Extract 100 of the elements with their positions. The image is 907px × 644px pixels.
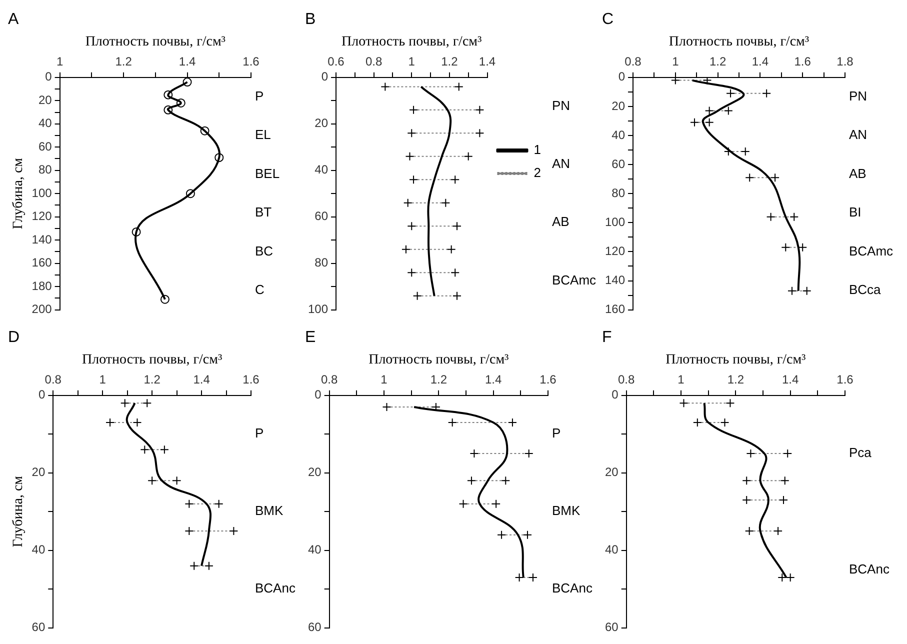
text: BT [255, 204, 272, 220]
x-tick-label: 1.6 [794, 54, 812, 69]
text: P [255, 88, 264, 104]
text: BCAmc [849, 243, 894, 258]
y-tick-label: 0 [45, 70, 52, 84]
x-tick-label: 1.6 [540, 372, 557, 387]
legend-label: 1 [534, 142, 541, 158]
y-tick-label: 20 [612, 98, 626, 113]
point [164, 90, 173, 100]
point [132, 227, 141, 236]
chart-title: B [305, 11, 316, 28]
text: AN [552, 156, 570, 172]
chart-title: E [305, 329, 316, 346]
x-tick-label: 0.8 [365, 54, 382, 69]
point [182, 78, 192, 87]
point [164, 105, 173, 114]
y-tick-label: 140 [604, 273, 626, 288]
text: BMK [255, 503, 284, 518]
point [176, 98, 186, 108]
legend-label: 2 [534, 165, 541, 180]
text: C [255, 282, 264, 298]
x-tick-label: 1.4 [193, 372, 210, 387]
text: BCca [849, 282, 882, 298]
chart-title: C [602, 11, 614, 28]
y-tick-label: 40 [612, 128, 626, 142]
y-tick-label: 60 [612, 156, 626, 171]
x-tick-label: 1.6 [836, 372, 854, 387]
y-tick-label: 100 [604, 214, 626, 229]
y-tick-label: 80 [314, 256, 328, 270]
point [200, 126, 210, 136]
x-tick-label: 1.2 [144, 372, 161, 387]
y-tick-label: 60 [314, 209, 328, 224]
x-tick-label: 1.4 [484, 372, 502, 387]
text: EL [255, 127, 271, 142]
y-tick-label: 20 [604, 465, 619, 480]
x-axis-title: Плотность почвы, г/см³ [342, 34, 482, 50]
x-tick-label: 1 [99, 372, 106, 387]
y-tick-label: 40 [604, 542, 619, 557]
y-tick-label: 100 [308, 302, 328, 316]
y-axis-title: Глубина, см [11, 476, 26, 548]
y-tick-label: 140 [32, 232, 52, 246]
y-tick-label: 20 [38, 92, 52, 107]
x-tick-label: 1 [56, 54, 64, 69]
x-tick-label: 0.6 [328, 54, 345, 69]
x-tick-label: 1.6 [242, 372, 260, 387]
y-tick-label: 160 [32, 256, 52, 270]
y-tick-label: 40 [308, 542, 322, 557]
x-tick-label: 1.2 [115, 54, 132, 69]
y-tick-label: 80 [38, 162, 52, 177]
x-tick-label: 1.4 [178, 54, 196, 69]
y-tick-label: 0 [612, 388, 619, 402]
y-tick-label: 40 [314, 162, 328, 177]
x-tick-label: 1 [672, 54, 680, 69]
x-axis-title: Плотность почвы, г/см³ [666, 352, 806, 368]
x-tick-label: 1 [408, 54, 416, 69]
y-tick-label: 40 [32, 542, 46, 557]
x-tick-label: 0.8 [321, 372, 338, 387]
text: AB [849, 166, 866, 181]
x-tick-label: 1.2 [430, 372, 448, 387]
x-tick-label: 1.2 [709, 54, 726, 69]
text: BCAnc [552, 580, 593, 596]
x-axis-title: Плотность почвы, г/см³ [668, 34, 810, 50]
y-tick-label: 120 [604, 244, 626, 258]
text: BI [849, 204, 862, 220]
text: BCAnc [255, 580, 296, 596]
text: BEL [255, 166, 280, 181]
y-tick-label: 0 [618, 70, 626, 84]
y-tick-label: 80 [612, 186, 626, 200]
y-tick-label: 20 [32, 465, 46, 480]
y-tick-label: 0 [321, 70, 328, 84]
y-tick-label: 0 [314, 388, 322, 402]
y-tick-label: 100 [32, 186, 52, 200]
point [214, 153, 224, 162]
line-series [413, 406, 524, 578]
chart-title: A [8, 11, 19, 28]
text: AB [552, 214, 570, 230]
y-tick-label: 60 [38, 139, 52, 154]
x-tick-label: 1.4 [478, 54, 496, 69]
text: Pca [849, 445, 872, 460]
y-tick-label: 60 [308, 620, 322, 634]
x-axis-title: Плотность почвы, г/см³ [368, 352, 509, 368]
x-axis-title: Плотность почвы, г/см³ [82, 352, 222, 368]
x-axis-title: Плотность почвы, г/см³ [85, 34, 226, 50]
y-tick-label: 60 [604, 620, 619, 634]
x-tick-label: 0.8 [618, 372, 636, 387]
text: P [552, 426, 561, 441]
text: BCAmc [552, 272, 597, 288]
text: AN [849, 127, 868, 142]
point [186, 189, 195, 198]
x-tick-label: 1 [380, 372, 388, 387]
x-tick-label: 1 [678, 372, 685, 387]
y-tick-label: 120 [32, 209, 52, 224]
text: BC [255, 243, 274, 258]
x-tick-label: 1.2 [441, 54, 458, 69]
x-tick-label: 1.4 [752, 54, 769, 69]
text: BMK [552, 503, 580, 518]
point [160, 294, 170, 304]
x-tick-label: 1.8 [836, 54, 854, 69]
x-tick-label: 1.6 [242, 54, 260, 69]
y-tick-label: 200 [32, 302, 52, 316]
